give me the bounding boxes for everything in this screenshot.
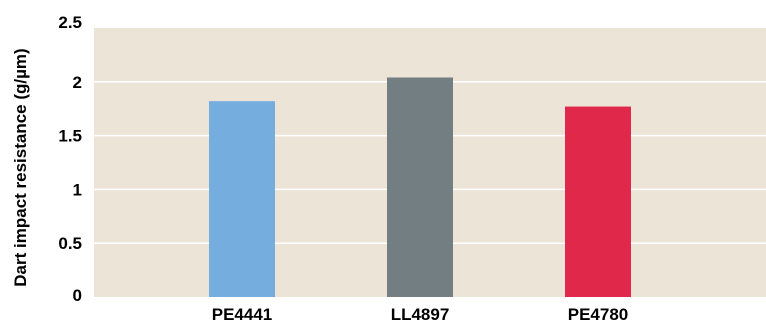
x-category-label: PE4441 xyxy=(212,305,273,324)
y-tick-label: 0.5 xyxy=(58,234,82,253)
y-axis-ticks: 0 0.5 1 1.5 2 2.5 xyxy=(58,13,82,305)
x-axis-categories: PE4441 LL4897 PE4780 xyxy=(212,305,629,324)
y-tick-label: 2 xyxy=(73,73,82,92)
y-axis-label: Dart impact resistance (g/µm) xyxy=(11,48,30,286)
x-category-label: LL4897 xyxy=(391,305,450,324)
x-category-label: PE4780 xyxy=(568,305,629,324)
y-tick-label: 1 xyxy=(73,180,82,199)
bars xyxy=(209,77,631,297)
y-tick-label: 2.5 xyxy=(58,13,82,32)
y-tick-label: 1.5 xyxy=(58,127,82,146)
y-tick-label: 0 xyxy=(73,286,82,305)
bar-pe4441 xyxy=(209,101,275,297)
bar-ll4897 xyxy=(387,77,453,297)
bar-pe4780 xyxy=(565,106,631,297)
